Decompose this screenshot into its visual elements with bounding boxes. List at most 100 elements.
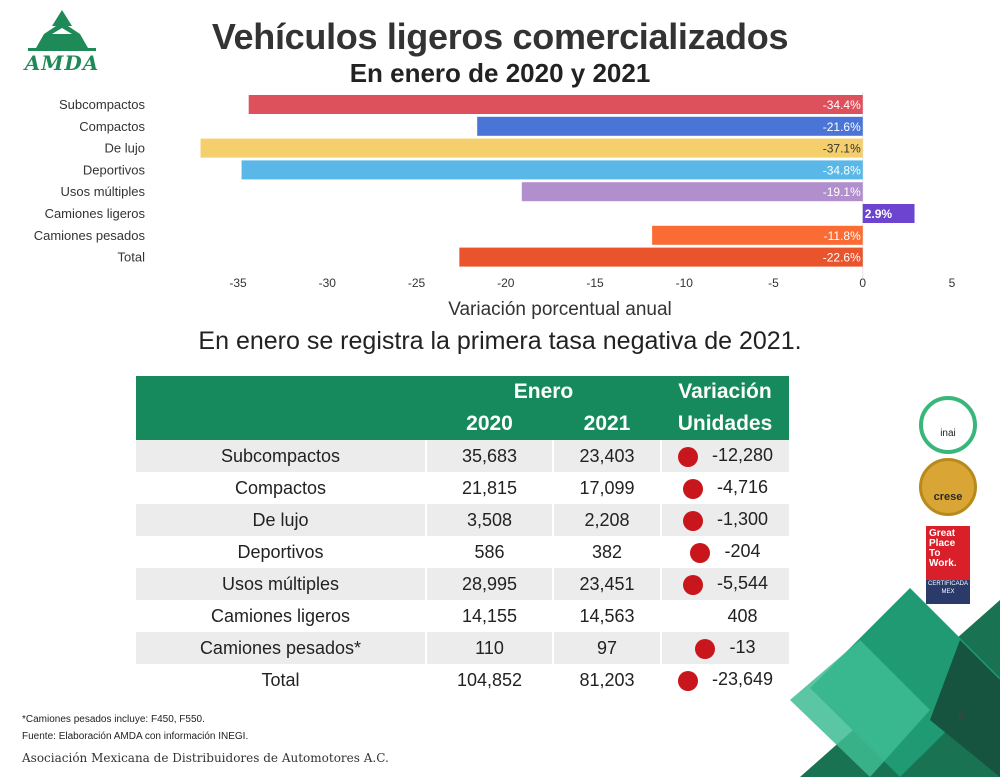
x-tick-label: -5 [768, 276, 779, 290]
row-2021: 97 [552, 632, 661, 664]
bar-6 [652, 225, 863, 245]
row-2020: 35,683 [425, 440, 553, 472]
row-name: Compactos [136, 472, 426, 504]
variation-bar-chart: Subcompactos -34.4% Compactos -21.6% De lujo… [34, 92, 956, 320]
row-variation: -23,649 [660, 664, 789, 696]
gptw-label: Great Place To Work. [929, 528, 957, 569]
table-row: Camiones ligeros 14,155 14,563 408 [136, 600, 789, 632]
amda-logo [28, 10, 96, 51]
header-empty [136, 376, 426, 408]
inai-badge: inai [919, 396, 977, 454]
row-2020: 21,815 [425, 472, 553, 504]
value-label: -19.1% [823, 185, 861, 199]
x-tick-label: -30 [319, 276, 337, 290]
x-tick-label: 5 [949, 276, 956, 290]
row-2021: 17,099 [552, 472, 661, 504]
value-label: -34.8% [823, 163, 861, 177]
page-title: Vehículos ligeros comercializados [211, 16, 789, 57]
footnote-source: Fuente: Elaboración AMDA con información… [22, 731, 249, 742]
x-axis-label: Variación porcentual anual [448, 299, 672, 320]
footnote-camiones: *Camiones pesados incluye: F450, F550. [22, 714, 205, 725]
category-label: De lujo [105, 141, 145, 156]
header-2020: 2020 [426, 408, 553, 440]
table-row: Camiones pesados* 110 97 -13 [136, 632, 789, 664]
table-row: Deportivos 586 382 -204 [136, 536, 789, 568]
row-name: Deportivos [136, 536, 426, 568]
crese-badge: crese [919, 458, 977, 516]
negative-indicator-icon [690, 542, 711, 563]
table-row: Compactos 21,815 17,099 -4,716 [136, 472, 789, 504]
row-variation: -1,300 [660, 504, 789, 536]
row-2021: 23,451 [552, 568, 661, 600]
header-2021: 2021 [553, 408, 661, 440]
table-row: Total 104,852 81,203 -23,649 [136, 664, 789, 696]
bar-0 [248, 95, 863, 114]
row-variation: -204 [660, 536, 789, 568]
category-label: Compactos [79, 119, 145, 134]
row-name: Total [136, 664, 426, 696]
category-label: Deportivos [83, 162, 146, 177]
gptw-country-text: MEX [941, 589, 955, 595]
value-label: -34.4% [823, 98, 861, 112]
category-label: Usos múltiples [60, 184, 145, 199]
gptw-certification: CERTIFICADA MEX [926, 580, 970, 604]
bar-7 [459, 247, 863, 267]
value-label: -37.1% [823, 142, 861, 156]
row-2021: 2,208 [552, 504, 661, 536]
bar-2 [200, 138, 863, 158]
table-row: Subcompactos 35,683 23,403 -12,280 [136, 440, 789, 472]
header-variacion: Variación [661, 376, 789, 408]
row-name: Camiones pesados* [136, 632, 426, 664]
negative-indicator-icon [682, 510, 703, 531]
value-label: -11.8% [824, 229, 861, 243]
logo-wordmark: AMDA [24, 51, 100, 75]
row-variation: -4,716 [660, 472, 789, 504]
row-variation: 408 [660, 600, 789, 632]
x-tick-label: 0 [859, 276, 866, 290]
row-2021: 382 [552, 536, 661, 568]
row-variation-value: -5,544 [716, 573, 769, 594]
row-variation-value: -23,649 [711, 669, 774, 690]
table-row: Usos múltiples 28,995 23,451 -5,544 [136, 568, 789, 600]
bar-1 [477, 116, 863, 136]
table-header-row-top: Enero Variación [136, 376, 789, 408]
category-label: Camiones pesados [34, 228, 146, 243]
header-enero: Enero [426, 376, 661, 408]
row-variation-value: -12,280 [711, 445, 774, 466]
page-subtitle: En enero de 2020 y 2021 [349, 58, 651, 88]
header-unidades: Unidades [661, 408, 789, 440]
crese-badge-label: crese [933, 491, 963, 503]
x-tick-label: -15 [586, 276, 604, 290]
value-label: -22.6% [823, 251, 861, 265]
row-variation-value: -4,716 [716, 477, 769, 498]
headline: En enero se registra la primera tasa neg… [198, 327, 802, 355]
association-name: Asociación Mexicana de Distribuidores de… [22, 751, 389, 765]
row-variation: -13 [660, 632, 789, 664]
row-variation-value: -1,300 [716, 509, 769, 530]
negative-indicator-icon [677, 446, 698, 467]
header-empty-2 [136, 408, 426, 440]
negative-indicator-icon [682, 478, 703, 499]
row-2020: 3,508 [425, 504, 553, 536]
row-2020: 104,852 [425, 664, 553, 696]
value-label: -21.6% [823, 120, 861, 134]
great-place-to-work-badge: Great Place To Work. CERTIFICADA MEX [926, 526, 970, 604]
page-number: 2 [958, 710, 965, 722]
row-variation-value: -13 [729, 637, 756, 658]
bar-3 [241, 160, 863, 180]
row-variation: -5,544 [660, 568, 789, 600]
row-2021: 14,563 [552, 600, 661, 632]
row-name: Usos múltiples [136, 568, 426, 600]
negative-indicator-icon [695, 638, 716, 659]
negative-indicator-icon [677, 670, 698, 691]
x-tick-label: -10 [676, 276, 694, 290]
row-variation: -12,280 [660, 440, 789, 472]
bar-4 [521, 182, 863, 202]
row-2020: 14,155 [425, 600, 553, 632]
row-2020: 586 [425, 536, 553, 568]
gptw-cert-text: CERTIFICADA [928, 581, 968, 587]
row-name: De lujo [136, 504, 426, 536]
row-name: Subcompactos [136, 440, 426, 472]
row-2021: 23,403 [552, 440, 661, 472]
